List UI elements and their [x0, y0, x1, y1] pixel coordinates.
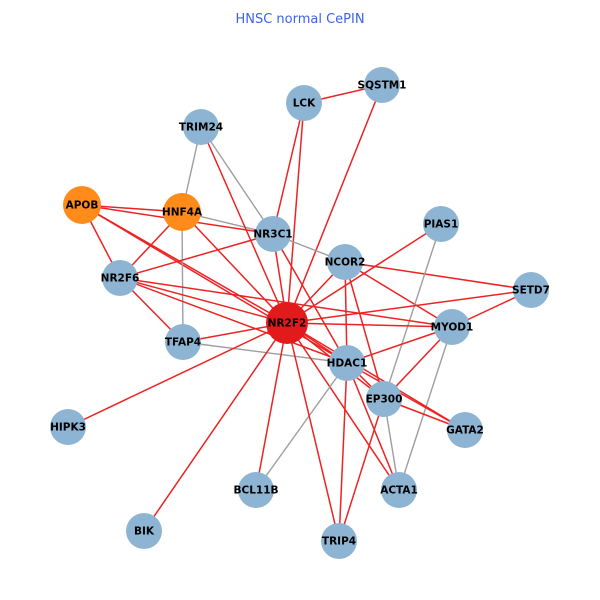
graph-node-tfap4[interactable]: TFAP4 — [165, 324, 201, 360]
node-circle[interactable] — [163, 193, 201, 231]
node-circle[interactable] — [266, 302, 308, 344]
node-circle[interactable] — [183, 109, 219, 145]
graph-edge — [383, 223, 442, 400]
graph-node-ncor2[interactable]: NCOR2 — [325, 244, 366, 280]
graph-edge — [286, 102, 305, 324]
graph-node-gata2[interactable]: GATA2 — [446, 412, 484, 448]
node-circle[interactable] — [423, 206, 459, 242]
graph-edge — [272, 102, 305, 235]
node-circle[interactable] — [329, 345, 365, 381]
graph-edge — [255, 362, 348, 491]
graph-edge — [119, 233, 274, 279]
graph-node-nr2f2[interactable]: NR2F2 — [266, 302, 308, 344]
graph-edge — [182, 341, 348, 364]
graph-edge — [286, 322, 400, 491]
node-circle[interactable] — [364, 67, 400, 103]
node-circle[interactable] — [321, 523, 357, 559]
node-circle[interactable] — [102, 260, 138, 296]
graph-node-nr2f6[interactable]: NR2F6 — [101, 260, 140, 296]
graph-node-apob[interactable]: APOB — [63, 186, 101, 224]
graph-edge — [286, 322, 466, 431]
node-circle[interactable] — [434, 309, 470, 345]
graph-node-setd7[interactable]: SETD7 — [512, 272, 550, 308]
graph-node-hnf4a[interactable]: HNF4A — [162, 193, 203, 231]
graph-edge — [286, 84, 383, 324]
graph-edge — [181, 211, 184, 343]
graph-edge — [338, 362, 348, 542]
graph-node-myod1[interactable]: MYOD1 — [431, 309, 474, 345]
graph-node-lck[interactable]: LCK — [286, 85, 322, 121]
graph-edge — [346, 326, 453, 364]
graph-node-sqstm1[interactable]: SQSTM1 — [358, 67, 407, 103]
graph-edge — [119, 277, 288, 324]
graph-edge — [398, 326, 453, 491]
graph-edge — [346, 362, 400, 491]
graph-edge — [344, 261, 385, 400]
graph-node-hipk3[interactable]: HIPK3 — [50, 409, 86, 445]
node-circle[interactable] — [513, 272, 549, 308]
node-circle[interactable] — [63, 186, 101, 224]
graph-edge — [338, 398, 385, 542]
node-circle[interactable] — [327, 244, 363, 280]
graph-edge — [119, 277, 348, 364]
nodes-layer: NR2F2 APOB HNF4A TRIM24 LCK SQSTM1 NR3C1 NCOR2 P… — [50, 67, 550, 559]
node-circle[interactable] — [447, 412, 483, 448]
node-circle[interactable] — [165, 324, 201, 360]
graph-edge — [344, 261, 453, 328]
graph-edge — [200, 126, 288, 324]
graph-edge — [181, 211, 288, 324]
graph-node-bik[interactable]: BIK — [126, 513, 162, 549]
graph-edge — [67, 322, 288, 428]
node-circle[interactable] — [255, 216, 291, 252]
graph-edge — [286, 289, 532, 324]
graph-node-pias1[interactable]: PIAS1 — [423, 206, 459, 242]
page-title: HNSC normal CePIN — [235, 12, 364, 27]
graph-edge — [344, 261, 532, 291]
node-circle[interactable] — [50, 409, 86, 445]
node-circle[interactable] — [286, 85, 322, 121]
node-circle[interactable] — [126, 513, 162, 549]
graph-node-bcl11b[interactable]: BCL11B — [233, 472, 279, 508]
graph-node-nr3c1[interactable]: NR3C1 — [253, 216, 293, 252]
graph-edge — [286, 322, 453, 328]
graph-edge — [286, 322, 340, 542]
graph-node-acta1[interactable]: ACTA1 — [380, 472, 418, 508]
node-circle[interactable] — [366, 381, 402, 417]
graph-edge — [255, 322, 288, 491]
graph-node-trip4[interactable]: TRIP4 — [321, 523, 357, 559]
node-circle[interactable] — [381, 472, 417, 508]
graph-node-trim24[interactable]: TRIM24 — [179, 109, 223, 145]
graph-edge — [143, 322, 288, 532]
graph-edge — [200, 126, 274, 235]
node-circle[interactable] — [238, 472, 274, 508]
